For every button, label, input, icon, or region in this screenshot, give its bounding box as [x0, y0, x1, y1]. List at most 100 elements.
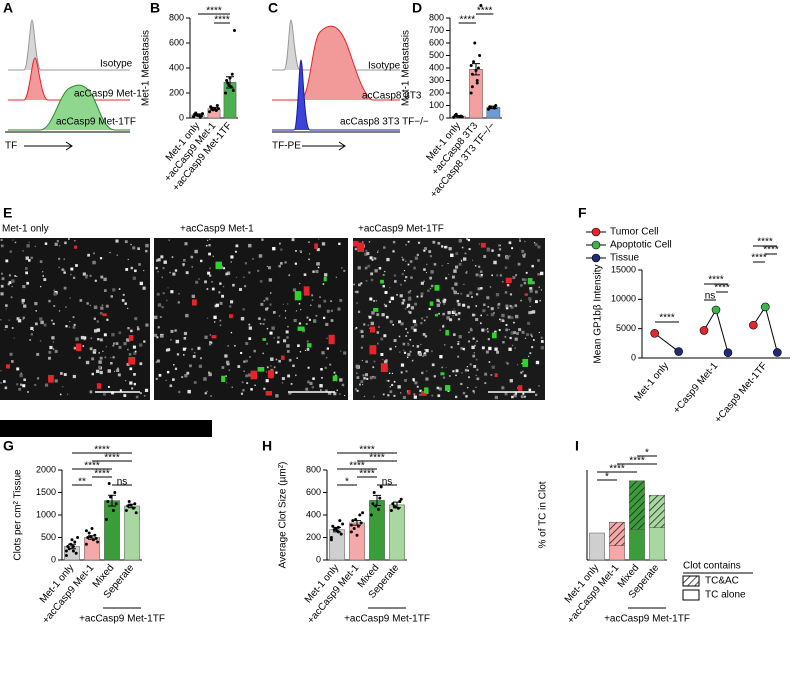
speckle	[61, 268, 64, 271]
cell	[5, 364, 10, 369]
speckle	[191, 266, 193, 268]
speckle	[343, 351, 347, 355]
data-point	[351, 519, 355, 523]
speckle	[132, 246, 136, 250]
speckle	[174, 329, 177, 332]
data-point	[469, 91, 473, 95]
speckle	[409, 338, 412, 341]
speckle	[11, 279, 15, 283]
speckle	[389, 390, 393, 394]
cell	[191, 299, 197, 306]
speckle	[539, 299, 541, 302]
speckle	[85, 360, 90, 365]
speckle	[439, 355, 443, 359]
data-point	[73, 540, 77, 544]
histogram	[272, 59, 400, 131]
cell	[257, 367, 265, 372]
speckle	[333, 392, 337, 396]
panel-letter: C	[268, 0, 278, 16]
speckle	[402, 258, 405, 261]
panel-letter: A	[3, 0, 13, 16]
speckle	[404, 307, 407, 310]
speckle	[58, 245, 61, 247]
speckle	[204, 392, 207, 395]
speckle	[370, 272, 374, 276]
speckle	[111, 332, 115, 337]
speckle	[248, 337, 252, 341]
speckle	[12, 239, 14, 241]
speckle	[291, 238, 295, 242]
speckle	[400, 322, 404, 326]
speckle	[364, 266, 368, 270]
speckle	[324, 366, 327, 369]
speckle	[103, 333, 107, 337]
cell	[211, 335, 217, 339]
speckle	[90, 274, 92, 276]
speckle	[322, 283, 325, 285]
speckle	[467, 369, 470, 372]
speckle	[460, 347, 463, 350]
speckle	[99, 370, 103, 375]
speckle	[469, 291, 473, 295]
data-point	[90, 527, 94, 530]
histogram	[272, 25, 400, 101]
speckle	[315, 269, 319, 274]
speckle	[131, 387, 134, 390]
speckle	[127, 348, 129, 351]
speckle	[103, 277, 107, 282]
speckle	[428, 307, 431, 311]
speckle	[22, 318, 25, 321]
speckle	[68, 326, 71, 328]
speckle	[523, 253, 527, 256]
speckle	[39, 340, 42, 342]
speckle	[401, 272, 404, 276]
speckle	[370, 321, 375, 326]
speckle	[44, 242, 48, 245]
speckle	[11, 285, 13, 288]
speckle	[93, 349, 97, 352]
speckle	[420, 343, 422, 346]
speckle	[298, 302, 301, 305]
data-point	[124, 509, 128, 512]
significance-label: ****	[659, 313, 675, 324]
speckle	[335, 374, 337, 377]
speckle	[449, 319, 451, 321]
y-tick-label: 500	[429, 50, 444, 60]
speckle	[538, 331, 540, 334]
speckle	[499, 244, 501, 246]
speckle	[369, 297, 373, 301]
speckle	[53, 289, 56, 292]
arrow	[24, 141, 73, 151]
speckle	[354, 328, 357, 330]
speckle	[442, 376, 446, 379]
speckle	[190, 255, 194, 259]
speckle	[467, 305, 470, 309]
y-tick-label: 800	[306, 464, 321, 474]
speckle	[122, 293, 125, 296]
speckle	[166, 370, 170, 374]
speckle	[224, 354, 228, 358]
speckle	[521, 249, 525, 253]
speckle	[362, 241, 364, 243]
speckle	[373, 395, 375, 398]
speckle	[110, 295, 113, 298]
speckle	[473, 364, 477, 368]
speckle	[513, 321, 515, 324]
speckle	[367, 324, 370, 327]
speckle	[354, 388, 357, 391]
speckle	[436, 303, 441, 307]
cell	[128, 356, 136, 365]
speckle	[335, 276, 337, 278]
speckle	[360, 282, 363, 285]
speckle	[450, 253, 454, 258]
data-point	[372, 491, 376, 494]
speckle	[273, 337, 275, 339]
speckle	[118, 288, 121, 290]
data-point	[473, 41, 477, 45]
speckle	[225, 360, 230, 364]
data-point	[358, 513, 362, 517]
speckle	[63, 286, 67, 290]
speckle	[13, 337, 15, 339]
y-tick-label: 0	[179, 112, 184, 122]
speckle	[467, 386, 469, 389]
